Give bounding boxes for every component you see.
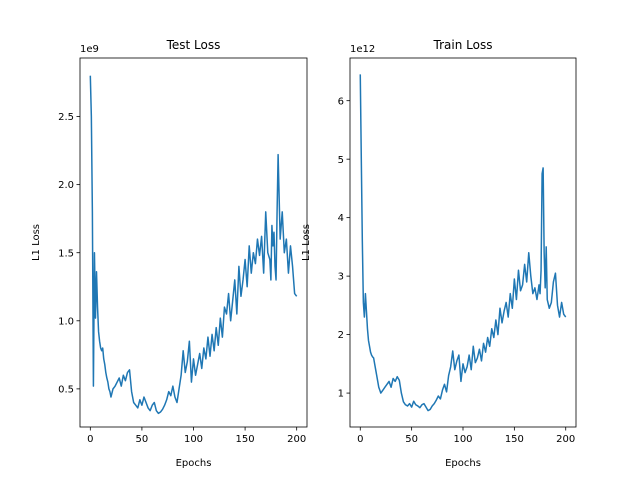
train-xtick-label: 100 — [453, 434, 472, 445]
test-xtick-label: 0 — [87, 434, 93, 445]
test-x-axis-label: Epochs — [176, 458, 212, 469]
test-ytick-label: 1.0 — [58, 316, 74, 327]
test-loss-series-line — [89, 75, 298, 415]
train-ytick-label: 6 — [338, 96, 344, 107]
test-ytick-label: 2.5 — [58, 112, 74, 123]
test-xtick-label: 50 — [136, 434, 149, 445]
train-ytick-label: 4 — [338, 213, 344, 224]
train-y-axis-label: L1 Loss — [301, 224, 312, 261]
train-xtick-label: 50 — [405, 434, 418, 445]
train-loss-series-line — [359, 74, 567, 412]
test-xtick-label: 100 — [184, 434, 203, 445]
test-scale-offset-label: 1e9 — [80, 44, 99, 55]
test-ytick-label: 1.5 — [58, 248, 74, 259]
train-loss-panel: 0 50 100 150 200 1 2 3 4 5 6 Train Loss 1e12 Epochs L1… — [301, 38, 577, 469]
test-ytick-label: 2.0 — [58, 180, 74, 191]
train-ytick-label: 2 — [338, 330, 344, 341]
train-xtick-label: 200 — [556, 434, 575, 445]
train-chart-title: Train Loss — [433, 38, 493, 52]
train-xtick-label: 150 — [505, 434, 524, 445]
test-loss-panel: 0 50 100 150 200 0.5 1.0 1.5 2.0 2.5 Test Loss 1e9 E… — [31, 38, 308, 469]
train-x-axis-label: Epochs — [445, 458, 481, 469]
test-xtick-label: 200 — [287, 434, 306, 445]
test-xtick-label: 150 — [236, 434, 255, 445]
train-ytick-label: 5 — [338, 155, 344, 166]
test-ytick-label: 0.5 — [58, 384, 74, 395]
train-scale-offset-label: 1e12 — [350, 44, 375, 55]
train-ytick-label: 1 — [338, 389, 344, 400]
train-ytick-label: 3 — [338, 272, 344, 283]
train-xtick-label: 0 — [357, 434, 363, 445]
test-y-axis-label: L1 Loss — [31, 224, 42, 261]
test-chart-title: Test Loss — [166, 38, 221, 52]
